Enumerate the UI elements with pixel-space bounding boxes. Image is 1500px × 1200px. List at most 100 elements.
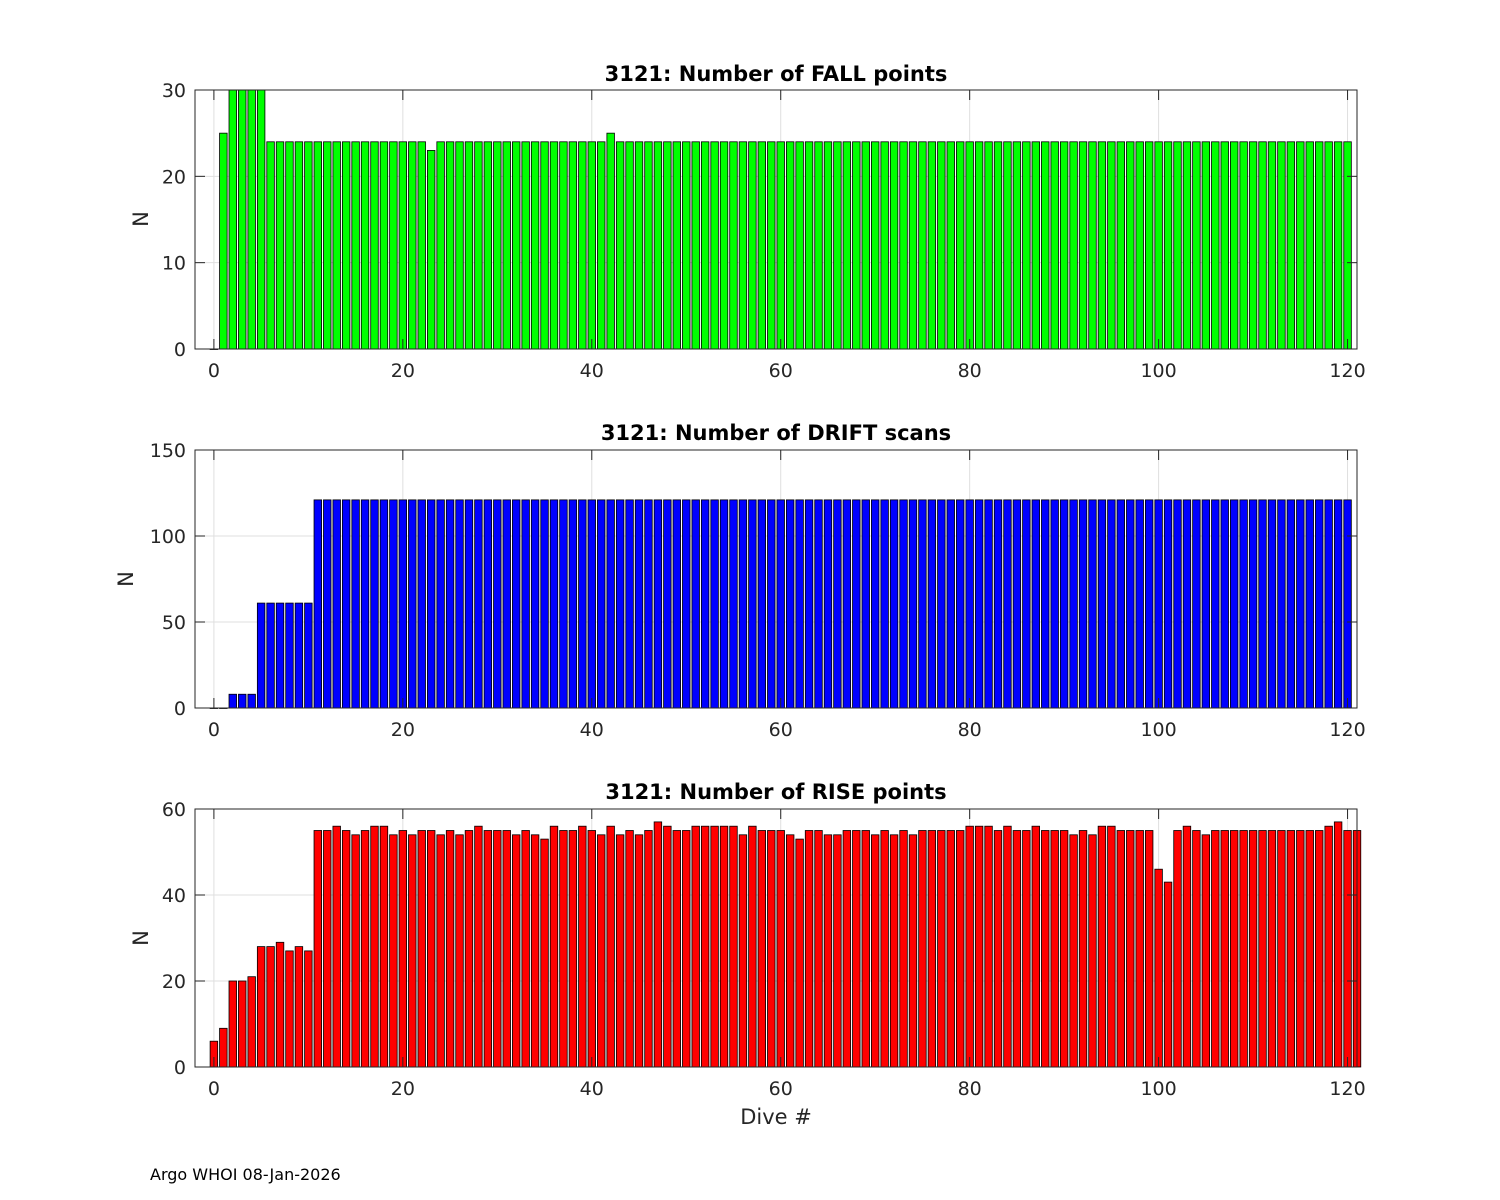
bar [1286, 141, 1296, 350]
x-tick-label: 20 [391, 360, 415, 382]
bar [653, 499, 663, 709]
chart-title: 3121: Number of FALL points [605, 62, 948, 86]
bar [795, 499, 804, 709]
bar [946, 499, 955, 709]
bar [1343, 499, 1352, 709]
y-tick-label: 10 [162, 253, 186, 275]
bar [370, 825, 379, 1068]
x-tick-label: 60 [769, 719, 793, 741]
bar [1220, 141, 1229, 350]
bar [1022, 830, 1031, 1068]
x-axis-label: Dive # [740, 1105, 812, 1129]
bar [927, 830, 937, 1068]
bar [795, 141, 804, 350]
bar [1116, 141, 1125, 350]
bar [663, 825, 672, 1068]
bar [304, 950, 313, 1068]
bar [861, 499, 870, 709]
bar [710, 499, 719, 709]
subplot-drift: 3121: Number of DRIFT scans N 0 20 40 60 80 1… [114, 421, 1366, 741]
bar [1192, 499, 1201, 709]
bar [1239, 141, 1248, 350]
x-tick-label: 100 [1140, 1078, 1176, 1100]
x-tick-label: 120 [1329, 1078, 1365, 1100]
bar [351, 499, 360, 709]
bar [493, 499, 502, 709]
bar [757, 141, 767, 350]
bar [1022, 141, 1031, 350]
bar [956, 141, 965, 350]
bar [889, 499, 899, 709]
bar [398, 141, 408, 350]
bar [455, 141, 464, 350]
bar [908, 834, 918, 1068]
bar [493, 141, 502, 350]
bar [710, 141, 719, 350]
bar [767, 499, 776, 709]
bar [672, 499, 681, 709]
bar [776, 499, 785, 709]
bar [360, 830, 370, 1068]
y-tick-label: 60 [162, 799, 186, 821]
y-tick-label: 20 [162, 166, 186, 188]
bar [1041, 499, 1050, 709]
bar [889, 141, 899, 350]
bar [842, 499, 852, 709]
bar [1211, 141, 1220, 350]
bar [1126, 141, 1135, 350]
bar [993, 830, 1003, 1068]
bar [351, 834, 360, 1068]
bar [1277, 141, 1286, 350]
bar [1041, 830, 1050, 1068]
bar [370, 141, 379, 350]
bar [587, 830, 596, 1068]
y-axis-label: N [129, 211, 153, 227]
bar [682, 499, 691, 709]
bar [672, 830, 681, 1068]
bar [1239, 830, 1248, 1068]
bar-series [209, 499, 1352, 709]
bar [767, 141, 776, 350]
bar [445, 830, 455, 1068]
bar [748, 141, 757, 350]
bar [597, 499, 606, 709]
bar [871, 499, 880, 709]
bar [1163, 141, 1173, 350]
bar [927, 499, 937, 709]
bar [294, 141, 304, 350]
bar [578, 499, 587, 709]
bar [710, 825, 719, 1068]
bar [908, 499, 918, 709]
bar [1248, 499, 1258, 709]
bar [1239, 499, 1248, 709]
bar [1201, 141, 1211, 350]
bar [965, 499, 974, 709]
y-tick-label: 20 [162, 971, 186, 993]
bar [663, 499, 672, 709]
bar [738, 141, 748, 350]
y-tick-label: 100 [150, 526, 186, 548]
bar [256, 946, 266, 1068]
bar [1059, 830, 1069, 1068]
bar [785, 834, 795, 1068]
bar [549, 825, 559, 1068]
bar [266, 141, 275, 350]
bar [436, 834, 445, 1068]
bar [379, 825, 389, 1068]
bar [1230, 141, 1239, 350]
bar [483, 830, 493, 1068]
bar [1258, 830, 1267, 1068]
bar [521, 499, 530, 709]
bar [502, 830, 511, 1068]
bar [984, 141, 993, 350]
bar [1078, 830, 1088, 1068]
bar [1116, 499, 1125, 709]
bar [360, 141, 370, 350]
bar [445, 141, 455, 350]
bar [965, 141, 974, 350]
bar [1220, 830, 1229, 1068]
bar [1031, 825, 1040, 1068]
bar [1031, 141, 1040, 350]
bar [748, 499, 757, 709]
bar [653, 141, 663, 350]
